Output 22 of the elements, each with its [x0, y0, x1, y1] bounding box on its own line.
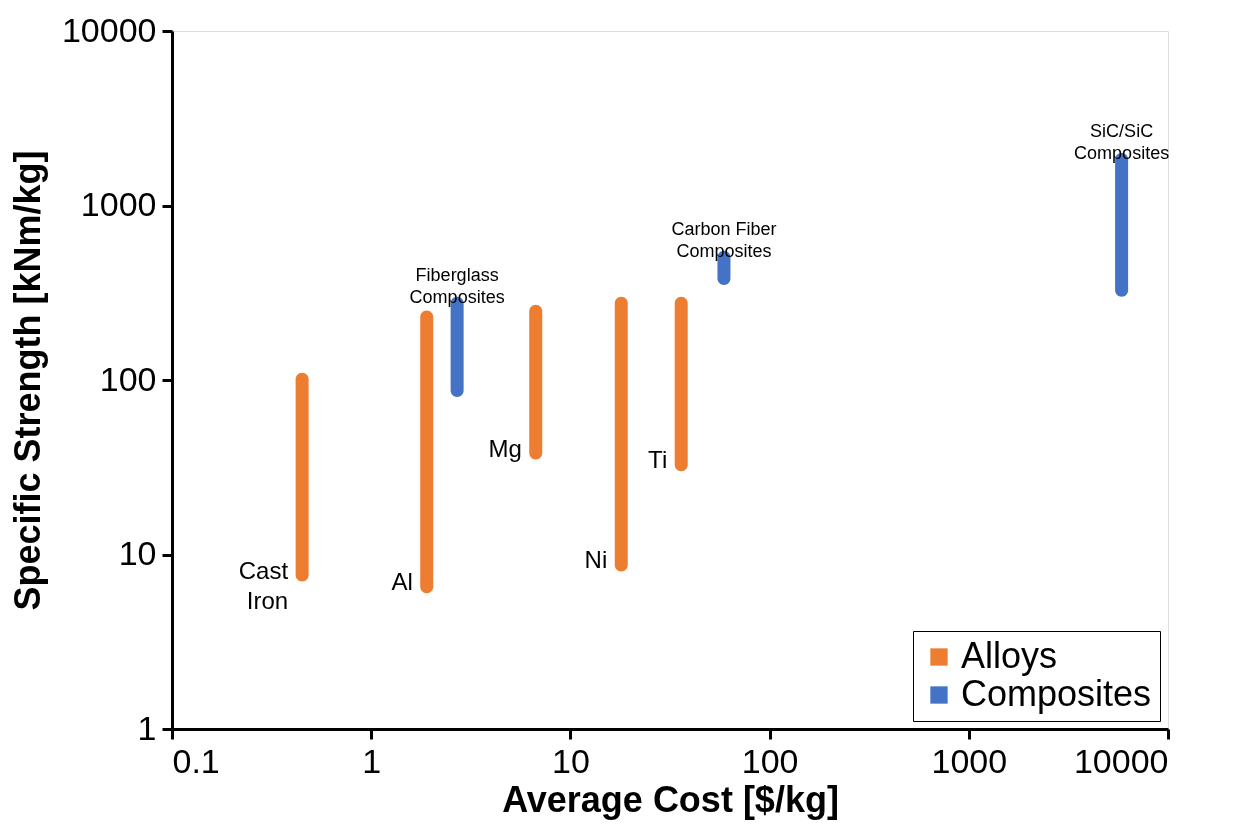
annotation: Fiberglass Composites — [409, 264, 505, 307]
x-tick-label: 1 — [362, 741, 382, 780]
annotation: Mg — [488, 434, 522, 462]
y-axis-title: Specific Strength [kNm/kg] — [6, 150, 48, 611]
x-axis-title: Average Cost [$/kg] — [502, 778, 839, 820]
x-tick-label: 10000 — [1073, 741, 1169, 780]
y-tick-label: 1 — [137, 708, 157, 747]
y-tick-label: 100 — [99, 359, 157, 398]
y-tick-label: 10 — [118, 534, 157, 572]
annotation: Al — [391, 568, 413, 596]
annotation: Ni — [584, 546, 608, 574]
annotation: Ti — [648, 446, 668, 474]
y-tick-label: 1000 — [80, 185, 157, 223]
legend-label: Alloys — [961, 635, 1058, 676]
y-tick-label: 10000 — [61, 10, 157, 49]
x-tick-label: 100 — [741, 741, 799, 780]
x-tick-label: 1000 — [931, 741, 1008, 780]
annotation: Cast Iron — [238, 556, 289, 614]
annotation: SiC/SiC Composites — [1074, 120, 1170, 163]
x-tick-label: 0.1 — [172, 741, 220, 780]
annotation: Carbon Fiber Composites — [671, 218, 777, 261]
x-tick-label: 10 — [551, 741, 590, 780]
